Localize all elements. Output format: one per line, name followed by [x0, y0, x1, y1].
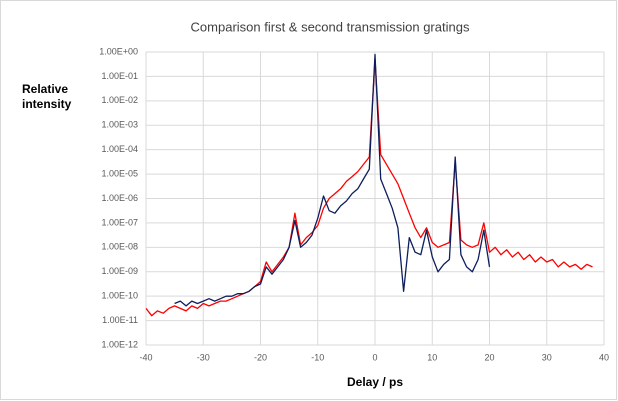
- x-tick-label: -30: [197, 352, 210, 362]
- x-tick-label: -20: [254, 352, 267, 362]
- x-tick-label: 40: [599, 352, 609, 362]
- y-tick-label: 1.00E+00: [99, 46, 138, 56]
- y-tick-label: 1.00E-01: [101, 71, 138, 81]
- y-tick-label: 1.00E-12: [101, 339, 138, 349]
- y-axis-label: Relative intensity: [22, 82, 72, 111]
- y-tick-label: 1.00E-09: [101, 266, 138, 276]
- x-tick-label: 30: [542, 352, 552, 362]
- x-tick-label: -40: [139, 352, 152, 362]
- x-tick-label: 20: [484, 352, 494, 362]
- data-line: [174, 53, 491, 307]
- y-tick-label: 1.00E-11: [102, 315, 138, 325]
- y-tick-label: 1.00E-03: [101, 120, 138, 130]
- x-tick-label: 10: [427, 352, 437, 362]
- chart-title: Comparison first & second transmission g…: [191, 19, 470, 34]
- y-tick-label: 1.00E-06: [101, 193, 138, 203]
- y-tick-label: 1.00E-05: [101, 168, 138, 178]
- y-tick-label: 1.00E-02: [101, 95, 138, 105]
- x-tick-label: 0: [372, 352, 377, 362]
- y-tick-label: 1.00E-04: [101, 144, 138, 154]
- y-tick-label: 1.00E-08: [101, 242, 138, 252]
- y-tick-label: 1.00E-10: [101, 291, 138, 301]
- y-tick-label: 1.00E-07: [101, 217, 138, 227]
- x-tick-label: -10: [311, 352, 324, 362]
- x-axis-label: Delay / ps: [347, 375, 403, 389]
